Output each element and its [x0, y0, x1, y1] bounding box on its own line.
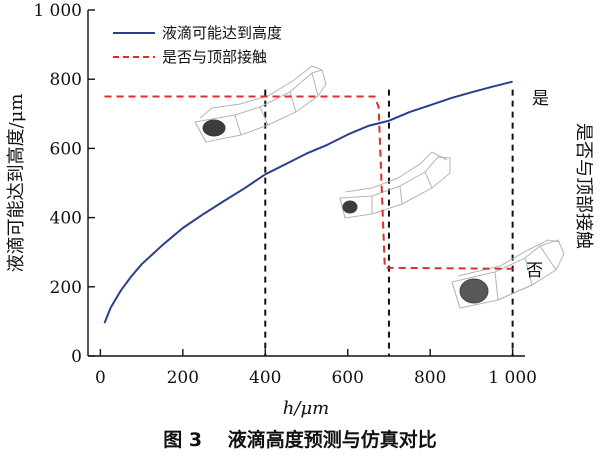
y-tick-label: 0 [71, 347, 82, 367]
annotation-no: 否 [526, 261, 543, 281]
series-contact-line [104, 95, 513, 270]
y-tick-label: 400 [50, 209, 82, 229]
sim-snapshot-1 [194, 65, 327, 143]
y-tick-label: 600 [50, 139, 82, 159]
figure-caption: 图 3 液滴高度预测与仿真对比 [163, 428, 436, 451]
legend-label-height: 液滴可能达到高度 [162, 24, 282, 42]
legend-label-contact: 是否与顶部接触 [162, 48, 267, 66]
x-axis-label: h/μm [283, 398, 329, 419]
x-tick-label: 800 [414, 368, 446, 388]
legend: 液滴可能达到高度 是否与顶部接触 [113, 24, 282, 66]
x-tick-label: 0 [95, 368, 106, 388]
right-axis-label: 是否与顶部接触 [573, 123, 594, 249]
y-axis-label: 液滴可能达到高度/μm [6, 94, 27, 273]
x-tick-label: 400 [249, 368, 281, 388]
sim-snapshot-3 [451, 239, 565, 309]
annotation-yes: 是 [532, 89, 549, 109]
x-tick-label: 600 [331, 368, 363, 388]
y-tick-label: 1 000 [33, 1, 82, 21]
y-tick-label: 200 [50, 278, 82, 298]
x-tick-label: 1 000 [488, 368, 537, 388]
x-tick-label: 200 [167, 368, 199, 388]
series-height-line [103, 80, 513, 324]
y-tick-label: 800 [50, 70, 82, 90]
sim-snapshot-2 [339, 151, 451, 219]
